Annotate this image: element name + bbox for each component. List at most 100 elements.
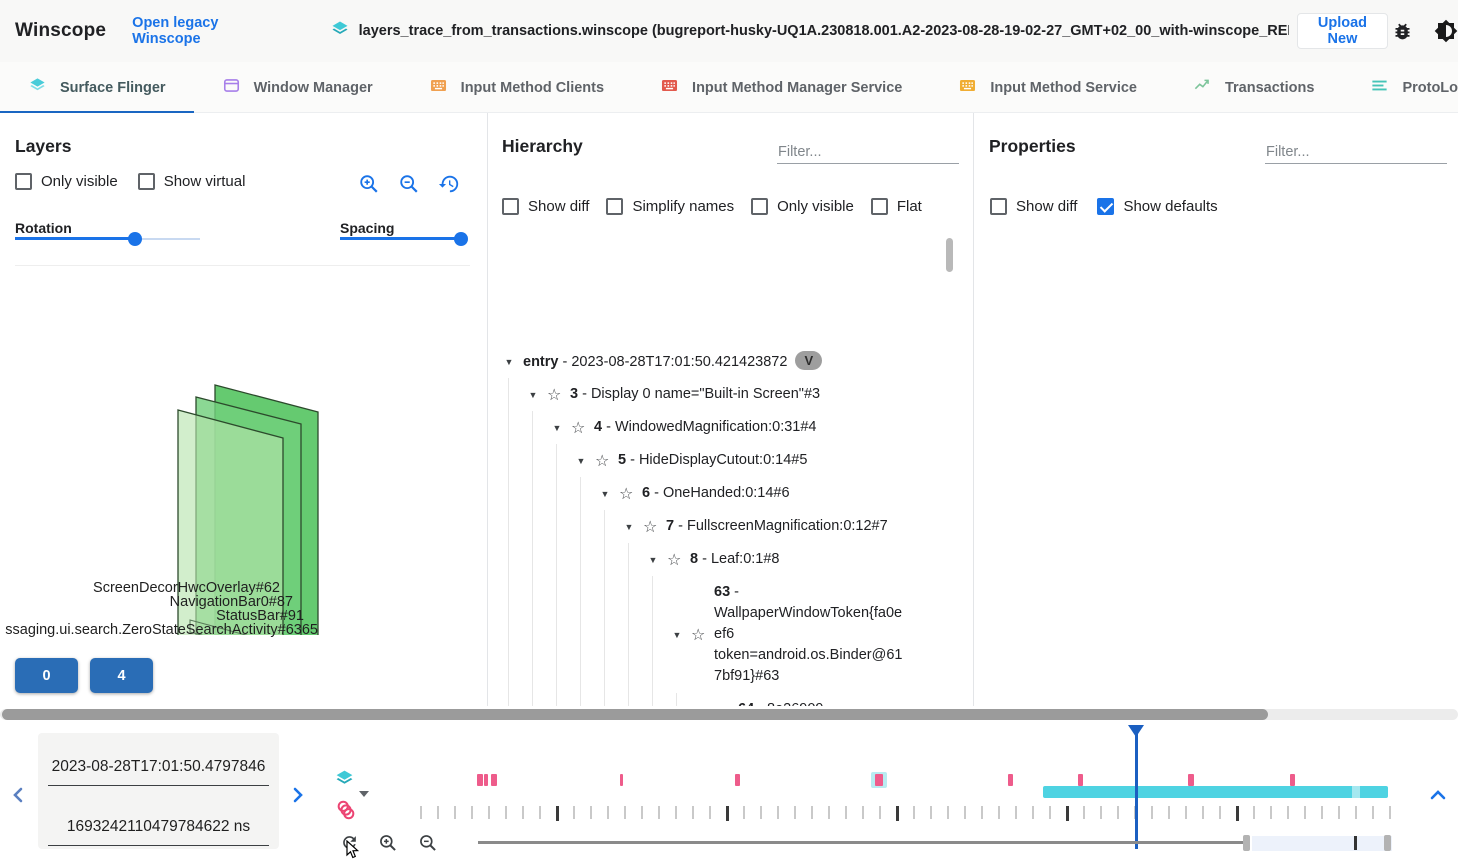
collapse-arrow-icon[interactable]: ▼ <box>528 389 538 400</box>
horizontal-scrollbar-track[interactable] <box>0 709 1458 720</box>
collapse-arrow-icon[interactable]: ▼ <box>648 554 658 565</box>
ruler-tick <box>726 806 729 821</box>
trace-dropdown-caret-icon[interactable] <box>358 790 370 798</box>
tab-input-method-clients[interactable]: Input Method Clients <box>401 62 632 113</box>
upload-new-button[interactable]: Upload New <box>1296 13 1389 49</box>
checkbox[interactable]: Show diff <box>990 198 1077 215</box>
layer-label[interactable]: NavigationBar0#87 <box>169 594 293 610</box>
tree-node-label: 63 - WallpaperWindowToken{fa0eef6 token=… <box>714 584 903 684</box>
rotation-slider[interactable] <box>15 232 200 246</box>
star-icon[interactable]: ☆ <box>643 518 658 536</box>
checkbox[interactable]: Show diff <box>502 198 589 215</box>
timestamp-ns-input[interactable]: 1693242110479784622 ns <box>48 818 269 846</box>
tree-node[interactable]: ▼ entry - 2023-08-28T17:01:50.421423872 V <box>502 345 954 378</box>
checkbox[interactable]: Flat <box>870 198 922 215</box>
tree-node[interactable]: ▼ ☆ 4 - WindowedMagnification:0:31#4 <box>550 411 954 444</box>
star-icon[interactable]: ☆ <box>619 485 634 503</box>
collapse-arrow-icon[interactable]: ▼ <box>552 422 562 433</box>
layers-3d-scene[interactable] <box>0 265 487 635</box>
properties-filter-input[interactable] <box>1265 141 1447 164</box>
horizontal-scrollbar-thumb[interactable] <box>2 709 1268 720</box>
tab-bar: Surface Flinger Window Manager Input Met… <box>0 62 1458 114</box>
timeline-zoom-out-icon[interactable] <box>418 833 438 853</box>
timeline-range-light <box>1252 836 1392 851</box>
timeline-range-line[interactable] <box>478 841 1244 844</box>
checkbox-label: Only visible <box>777 198 854 215</box>
checkbox[interactable]: Simplify names <box>606 198 734 215</box>
bug-report-icon[interactable] <box>1390 16 1414 46</box>
timeline-range-handle-right[interactable] <box>1384 835 1391 851</box>
checkbox-label: Only visible <box>41 173 118 190</box>
star-icon[interactable]: ☆ <box>547 386 562 404</box>
checkbox[interactable]: Show virtual <box>137 173 245 190</box>
timeline-zoom-in-icon[interactable] <box>378 833 398 853</box>
tree-indent-guide <box>508 378 509 706</box>
star-icon[interactable]: ☆ <box>667 551 682 569</box>
tab-transactions[interactable]: Transactions <box>1165 62 1342 113</box>
prev-entry-chevron-icon[interactable] <box>10 786 26 809</box>
checkbox[interactable]: Only visible <box>15 173 118 190</box>
ruler-tick <box>1151 806 1153 819</box>
collapse-timeline-chevron-icon[interactable] <box>1429 788 1447 807</box>
stack-id-button[interactable]: 4 <box>90 658 153 693</box>
hierarchy-filter-input[interactable] <box>777 141 959 164</box>
next-entry-chevron-icon[interactable] <box>290 786 306 809</box>
open-legacy-link[interactable]: Open legacy Winscope <box>132 15 219 47</box>
tree-node[interactable]: ▼ ☆ 5 - HideDisplayCutout:0:14#5 <box>574 444 954 477</box>
star-icon[interactable]: ☆ <box>571 419 586 437</box>
tree-node[interactable]: ▼☆64 - 8e26909 com.google.android.wallpa… <box>694 693 954 706</box>
timeline-cursor-line <box>1135 726 1138 849</box>
star-icon[interactable]: ☆ <box>691 626 706 644</box>
tree-node[interactable]: ▼ ☆ 8 - Leaf:0:1#8 <box>646 543 954 576</box>
star-icon[interactable]: ☆ <box>595 452 610 470</box>
tree-node[interactable]: ▼ ☆ 7 - FullscreenMagnification:0:12#7 <box>622 510 954 543</box>
layer-label[interactable]: ssaging.ui.search.ZeroStateSearchActivit… <box>5 622 318 638</box>
sf-trace-icon[interactable] <box>334 768 355 789</box>
collapse-arrow-icon[interactable]: ▼ <box>624 521 634 532</box>
tree-node-label: 5 - HideDisplayCutout:0:14#5 <box>618 452 808 468</box>
tab-protolog[interactable]: ProtoLog <box>1342 62 1458 113</box>
transitions-trace-icon[interactable] <box>335 799 357 821</box>
chart-line-icon <box>1193 76 1212 100</box>
ruler-tick <box>1338 806 1340 819</box>
collapse-arrow-icon[interactable]: ▼ <box>672 629 682 640</box>
ruler-tick <box>1117 806 1119 819</box>
ruler-tick <box>1253 806 1255 819</box>
collapse-arrow-icon[interactable]: ▼ <box>504 356 514 367</box>
dark-mode-toggle-icon[interactable] <box>1434 16 1458 46</box>
zoom-out-icon[interactable] <box>396 171 422 197</box>
layer-label[interactable]: StatusBar#91 <box>216 608 304 624</box>
spacing-slider[interactable] <box>340 232 468 246</box>
restore-view-icon[interactable] <box>436 171 462 197</box>
checkbox[interactable]: Only visible <box>751 198 854 215</box>
tree-node[interactable]: ▼ ☆ 3 - Display 0 name="Built-in Screen"#3 <box>526 378 954 411</box>
checkbox-label: Flat <box>896 198 922 215</box>
display-id-button[interactable]: 0 <box>15 658 78 693</box>
tree-node-label: entry - 2023-08-28T17:01:50.421423872 V <box>523 350 823 373</box>
layer-label[interactable]: ScreenDecorHwcOverlay#62 <box>93 580 280 596</box>
ruler-tick <box>573 806 575 819</box>
ruler-tick <box>743 806 745 819</box>
tab-surface-flinger[interactable]: Surface Flinger <box>0 62 194 114</box>
ruler-tick <box>1015 806 1017 819</box>
properties-checkboxes: Show diff Show defaults <box>990 198 1218 215</box>
collapse-arrow-icon[interactable]: ▼ <box>576 455 586 466</box>
collapse-arrow-icon[interactable]: ▼ <box>600 488 610 499</box>
zoom-in-icon[interactable] <box>356 171 382 197</box>
tab-window-manager[interactable]: Window Manager <box>194 62 401 113</box>
tree-node-label: 3 - Display 0 name="Built-in Screen"#3 <box>570 386 821 402</box>
timeline-range-handle-left[interactable] <box>1243 835 1250 851</box>
ruler-tick <box>896 806 899 821</box>
layers-icon <box>330 19 350 44</box>
tree-node[interactable]: ▼ ☆ 63 - WallpaperWindowToken{fa0eef6 toke… <box>670 576 954 693</box>
tab-input-method-service[interactable]: Input Method Service <box>930 62 1165 113</box>
timestamp-human-input[interactable]: 2023-08-28T17:01:50.4797846 <box>48 758 269 786</box>
hierarchy-scrollbar[interactable] <box>946 238 953 272</box>
checkbox[interactable]: Show defaults <box>1097 198 1218 215</box>
tab-input-method-manager-service[interactable]: Input Method Manager Service <box>632 62 930 113</box>
tree-node-label: 64 - 8e26909 com.google.android.wallpape… <box>738 699 930 706</box>
tree-node[interactable]: ▼ ☆ 6 - OneHanded:0:14#6 <box>598 477 954 510</box>
tab-label: ProtoLog <box>1402 79 1458 96</box>
hierarchy-panel-title: Hierarchy <box>502 136 583 156</box>
